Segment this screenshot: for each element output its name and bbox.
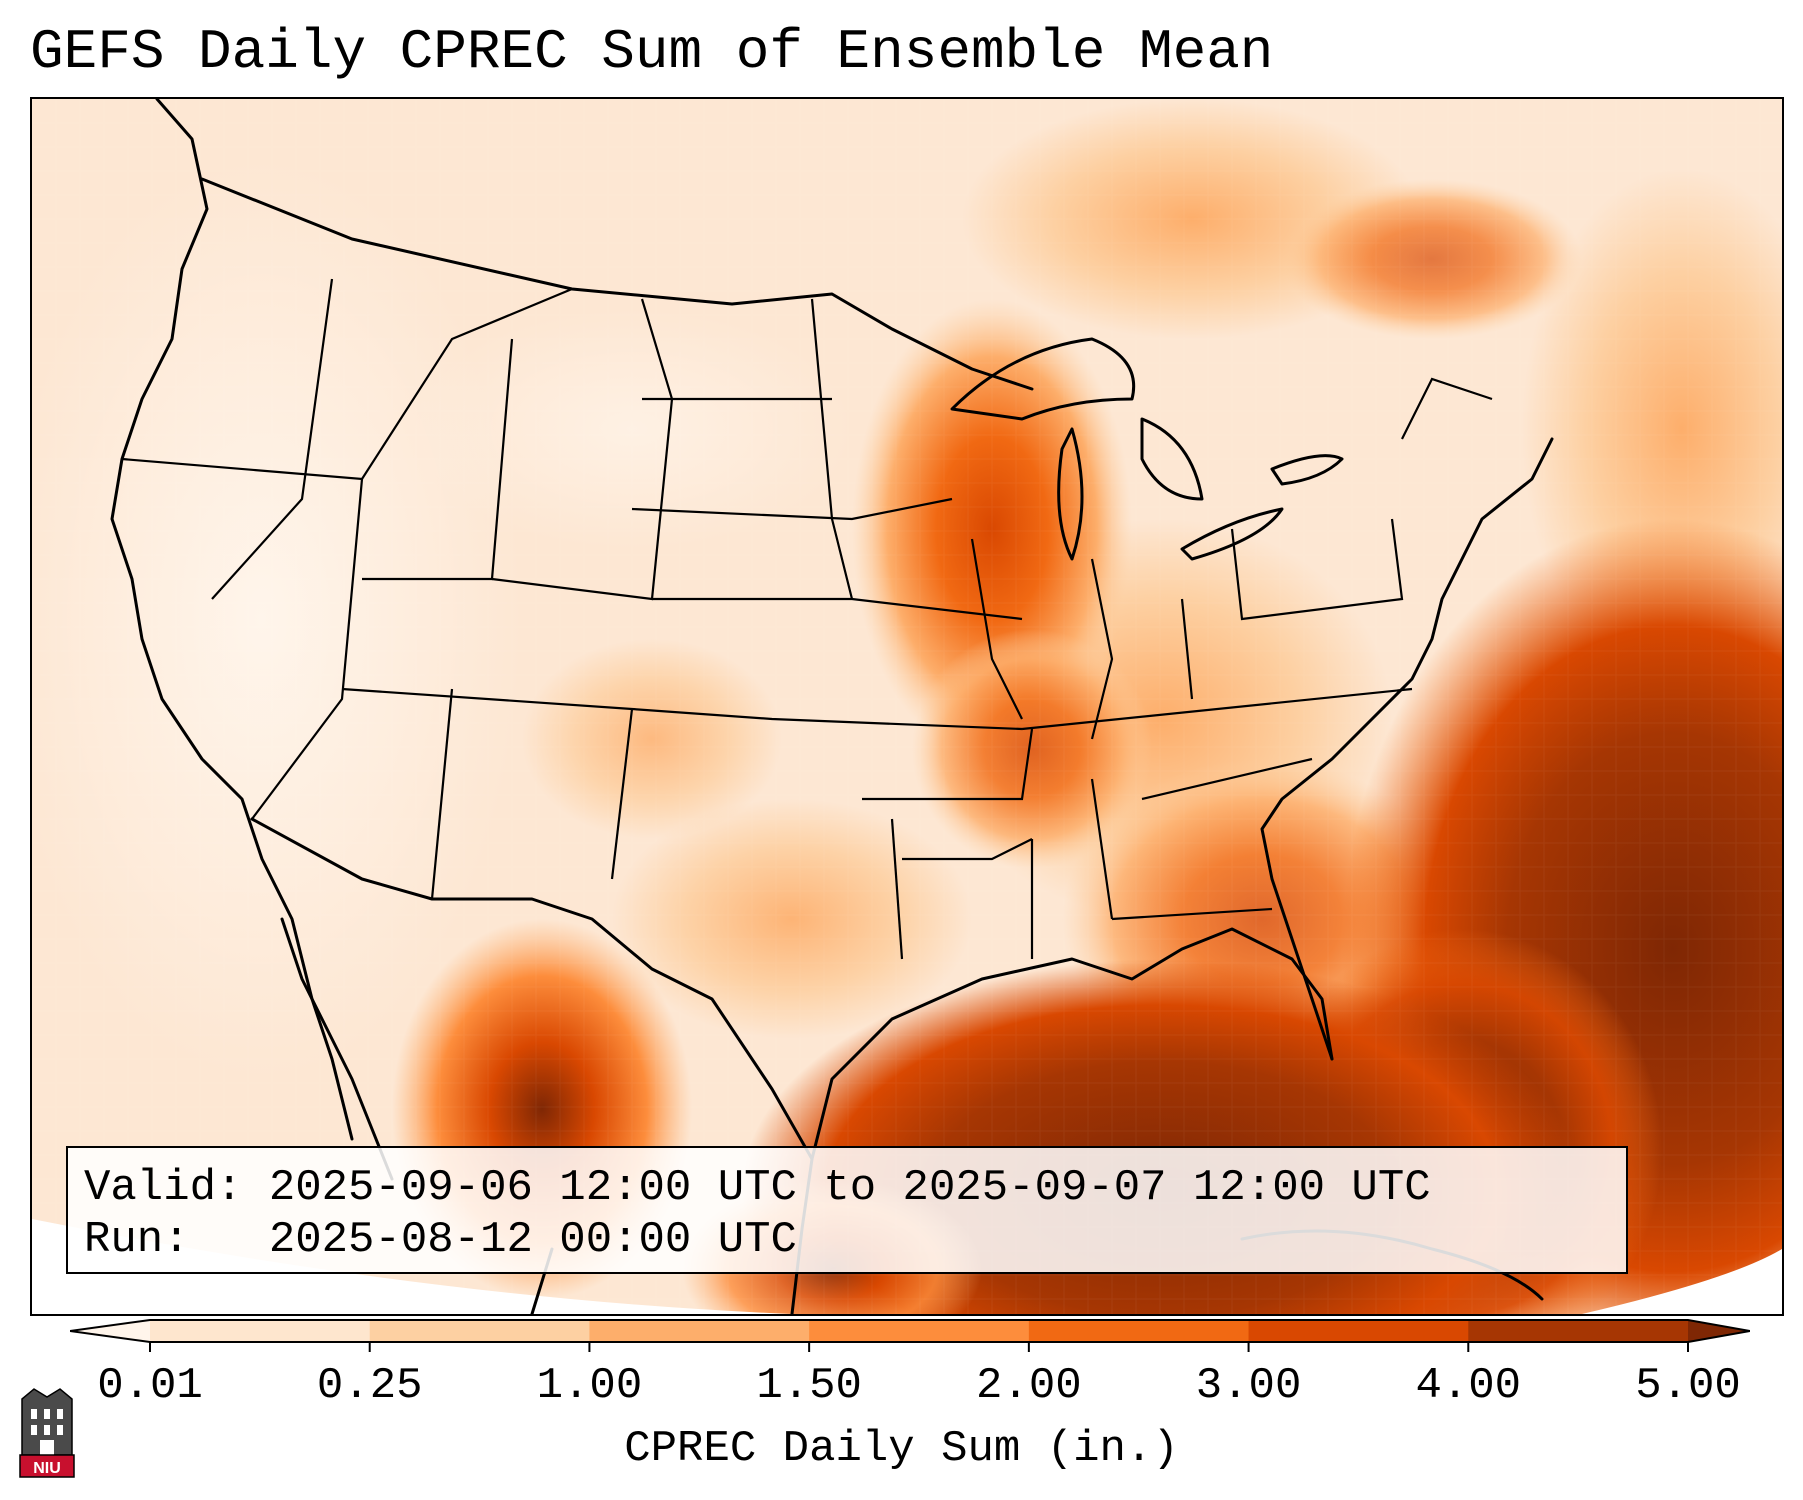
- colorbar-title: CPREC Daily Sum (in.): [624, 1424, 1179, 1474]
- state-line-ar-la: [902, 838, 1033, 861]
- run-label: Run:: [84, 1215, 190, 1265]
- precipitation-map: [32, 99, 1782, 1314]
- colorbar-tick-label: 1.00: [536, 1361, 643, 1411]
- colorbar-tick-label: 4.00: [1415, 1361, 1522, 1411]
- us-canada-border: [200, 177, 1034, 391]
- state-line-west: [121, 287, 573, 481]
- lake-superior: [950, 337, 1136, 421]
- colorbar-segment: [1028, 1320, 1250, 1342]
- colorbar-segment: [809, 1320, 1030, 1342]
- state-line-mn-dakotas: [810, 298, 854, 600]
- map-panel: [30, 97, 1784, 1316]
- logo-text: NIU: [33, 1460, 61, 1477]
- colorbar-tick-label: 2.00: [976, 1361, 1082, 1411]
- state-line-wy: [491, 298, 674, 601]
- state-line-id: [211, 278, 334, 600]
- lake-michigan: [1057, 427, 1084, 561]
- state-line-sd-ne: [631, 497, 953, 521]
- state-line-oh-wv: [1180, 598, 1194, 700]
- colorbar-segment: [369, 1320, 590, 1342]
- state-line-sc: [1141, 757, 1313, 801]
- colorbar-tick-label: 0.25: [316, 1361, 423, 1411]
- state-line-la: [890, 818, 904, 960]
- valid-label: Valid:: [84, 1163, 243, 1213]
- valid-row: Valid: 2025-09-06 12:00 UTC to 2025-09-0…: [84, 1162, 1626, 1214]
- colorbar-segment: [589, 1320, 810, 1342]
- colorbar-tick-label: 3.00: [1195, 1361, 1302, 1411]
- colorbar-over-triangle: [1688, 1320, 1750, 1342]
- state-line-pa: [1230, 518, 1404, 621]
- state-line-in-oh: [1090, 558, 1114, 740]
- pacific-coastline: [110, 99, 354, 1141]
- niu-logo: NIU: [19, 1388, 75, 1478]
- lake-erie: [1180, 507, 1284, 561]
- state-line-ok-tx: [862, 728, 1034, 801]
- run-row: Run: 2025-08-12 00:00 UTC: [84, 1214, 1626, 1266]
- state-line-36: [341, 687, 1023, 731]
- state-line-al-ga: [1090, 778, 1114, 920]
- valid-value: 2025-09-06 12:00 UTC to 2025-09-07 12:00…: [268, 1163, 1431, 1213]
- colorbar-segment: [150, 1320, 371, 1342]
- state-line-nm-tx: [610, 708, 634, 880]
- colorbar-under-triangle: [70, 1320, 150, 1342]
- atlantic-coastline: [1260, 437, 1554, 1061]
- baja-coastline: [280, 917, 394, 1181]
- map-title: GEFS Daily CPREC Sum of Ensemble Mean: [30, 20, 1274, 84]
- state-lines: [121, 278, 1493, 960]
- us-mexico-border: [250, 817, 814, 1161]
- colorbar: [70, 1319, 1750, 1352]
- state-line-nc-tn: [1021, 687, 1413, 731]
- lake-ontario: [1270, 454, 1344, 486]
- colorbar-tick-label: 1.50: [756, 1361, 862, 1411]
- colorbar-tick-label: 5.00: [1635, 1361, 1741, 1411]
- state-line-ny: [1401, 377, 1493, 440]
- state-line-il: [970, 538, 1023, 720]
- colorbar-segment: [1248, 1320, 1469, 1342]
- colorbar-tick-label: 0.01: [97, 1361, 203, 1411]
- valid-run-box: Valid: 2025-09-06 12:00 UTC to 2025-09-0…: [66, 1146, 1628, 1274]
- state-line-fl: [1111, 907, 1273, 921]
- state-line-nv: [251, 478, 364, 820]
- lake-huron: [1140, 417, 1204, 501]
- run-value: 2025-08-12 00:00 UTC: [268, 1215, 797, 1265]
- state-line-az-nm: [430, 688, 454, 900]
- colorbar-segment: [1468, 1320, 1689, 1342]
